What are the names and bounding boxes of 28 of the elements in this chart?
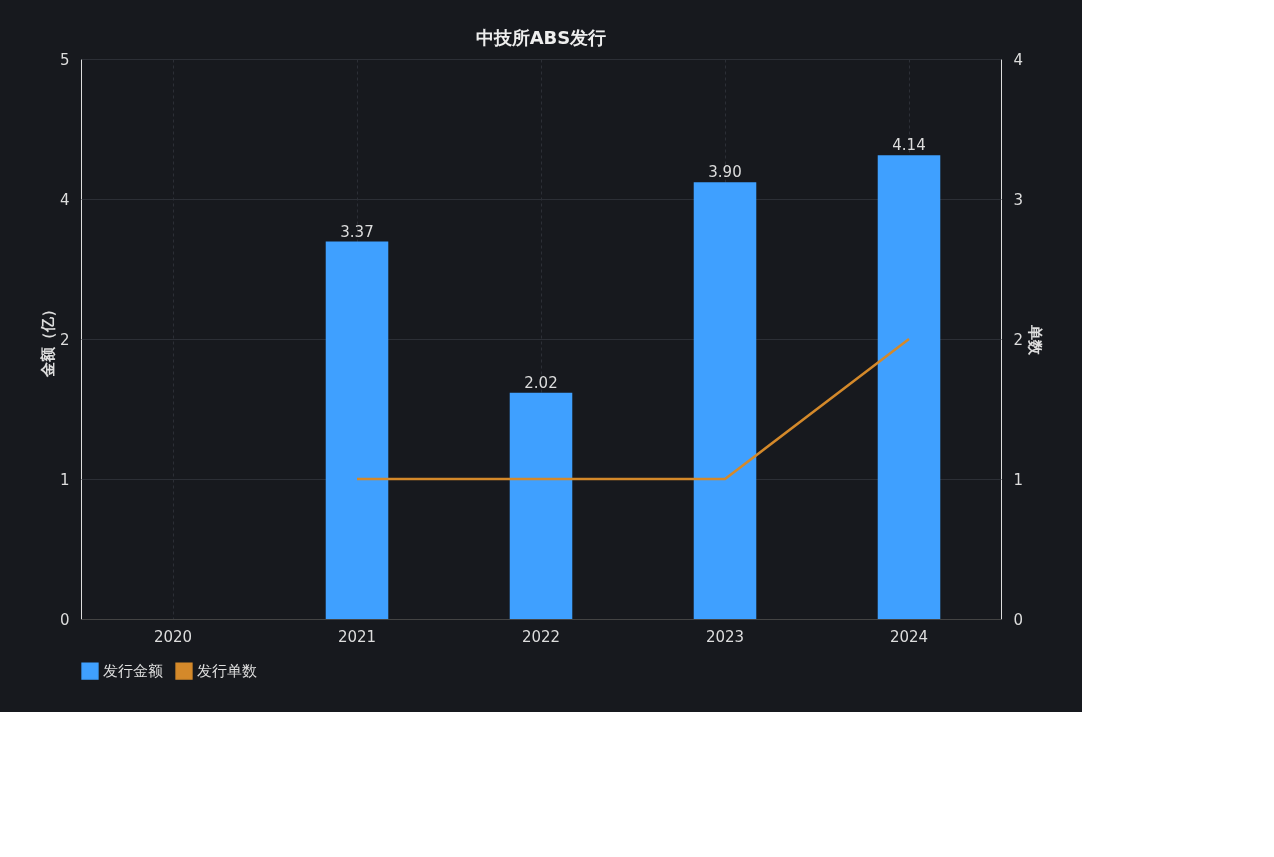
x-tick-label: 2024: [889, 627, 929, 646]
y2-tick-label: 4: [1013, 50, 1024, 69]
y2-tick-label: 1: [1013, 470, 1024, 489]
data-label: 3.37: [340, 222, 374, 241]
data-label: 4.14: [892, 136, 926, 155]
y-tick-label: 4: [59, 190, 70, 209]
y-tick-label: 1: [59, 470, 70, 489]
bar: [693, 182, 757, 619]
legend-label: 发行金额: [103, 662, 163, 681]
y-axis-title: 金额（亿）: [38, 302, 57, 378]
y2-tick-label: 0: [1013, 610, 1024, 629]
y2-tick-label: 2: [1013, 330, 1024, 349]
x-tick-label: 2020: [153, 627, 193, 646]
x-tick-label: 2021: [337, 627, 377, 646]
data-label: 2.02: [524, 373, 558, 392]
chart-title: 中技所ABS发行: [475, 27, 607, 48]
x-tick-label: 2023: [705, 627, 745, 646]
y2-tick-label: 3: [1013, 190, 1024, 209]
y-tick-label: 5: [59, 50, 70, 69]
data-label: 3.90: [708, 163, 742, 182]
y-tick-label: 0: [59, 610, 70, 629]
bar: [509, 392, 573, 619]
y-tick-label: 2: [59, 330, 70, 349]
legend-label: 发行单数: [197, 662, 257, 681]
x-tick-label: 2022: [521, 627, 561, 646]
bar: [877, 155, 941, 619]
bar: [325, 241, 389, 619]
y2-axis-title: 单数: [1026, 323, 1045, 356]
